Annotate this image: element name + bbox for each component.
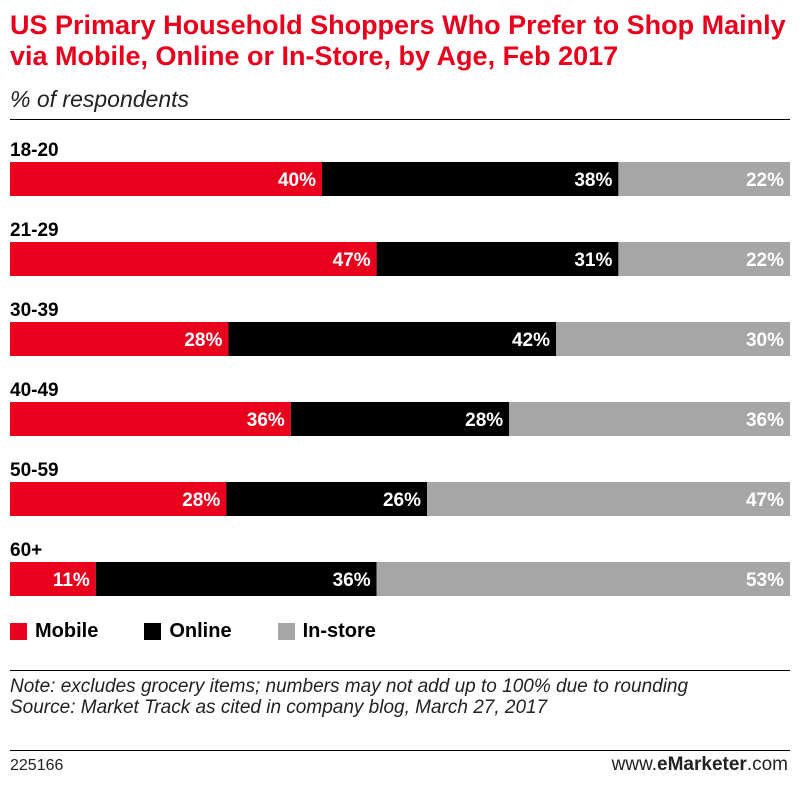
chart-title: US Primary Household Shoppers Who Prefer… xyxy=(10,10,786,71)
bottom-divider xyxy=(10,750,790,751)
value-label-mobile-1: 47% xyxy=(333,250,371,271)
category-label-1820: 18-20 xyxy=(10,140,59,161)
footnote: Note: excludes grocery items; numbers ma… xyxy=(10,676,790,718)
value-label-online-5: 36% xyxy=(333,570,371,591)
bar-mobile-2 xyxy=(10,322,229,356)
category-label-60: 60+ xyxy=(10,540,42,561)
chart-legend: Mobile Online In-store xyxy=(10,620,422,643)
bar-instore-4 xyxy=(427,482,790,516)
bar-mobile-3 xyxy=(10,402,291,436)
value-label-instore-2: 30% xyxy=(746,330,784,351)
value-label-online-4: 26% xyxy=(383,490,421,511)
chart-subtitle: % of respondents xyxy=(10,86,190,112)
stacked-bar-chart: 18-20 40% 38% 22% 21-29 47% 31% 22% 30-39 28% 42% 3… xyxy=(10,140,790,596)
value-label-mobile-3: 36% xyxy=(247,410,285,431)
brand-name: eMarketer xyxy=(657,754,747,775)
legend-label-online: Online xyxy=(169,620,232,642)
legend-swatch-online xyxy=(144,623,162,640)
top-divider xyxy=(10,119,790,120)
value-label-online-2: 42% xyxy=(512,330,550,351)
category-label-3039: 30-39 xyxy=(10,300,59,321)
bar-mobile-0 xyxy=(10,162,322,196)
legend-label-mobile: Mobile xyxy=(35,620,99,642)
bar-mobile-1 xyxy=(10,242,377,276)
value-label-instore-1: 22% xyxy=(746,250,784,271)
bar-mobile-4 xyxy=(10,482,227,516)
brand-suffix: .com xyxy=(746,754,788,775)
legend-label-instore: In-store xyxy=(302,620,376,642)
bar-online-3 xyxy=(290,402,510,436)
bar-online-2 xyxy=(228,322,556,356)
bar-instore-3 xyxy=(509,402,790,436)
bar-online-0 xyxy=(322,162,619,196)
brand-logo[interactable]: www.eMarketer.com xyxy=(612,754,788,776)
value-label-instore-5: 53% xyxy=(746,570,784,591)
value-label-online-1: 31% xyxy=(574,250,612,271)
value-label-mobile-4: 28% xyxy=(182,490,220,511)
value-label-mobile-0: 40% xyxy=(278,170,316,191)
note-text: Note: excludes grocery items; numbers ma… xyxy=(10,676,689,697)
legend-item-mobile: Mobile xyxy=(10,620,98,643)
value-label-instore-4: 47% xyxy=(746,490,784,511)
category-label-4049: 40-49 xyxy=(10,380,59,401)
bar-mobile-5 xyxy=(10,562,96,596)
legend-item-instore: In-store xyxy=(277,620,376,643)
bar-instore-5 xyxy=(376,562,790,596)
category-label-2129: 21-29 xyxy=(10,220,59,241)
legend-swatch-instore xyxy=(277,623,295,640)
chart-id: 225166 xyxy=(10,757,64,774)
brand-prefix: www. xyxy=(611,754,658,775)
legend-swatch-mobile xyxy=(10,623,27,640)
category-label-5059: 50-59 xyxy=(10,460,59,481)
source-text: Source: Market Track as cited in company… xyxy=(10,697,548,718)
value-label-online-0: 38% xyxy=(574,170,612,191)
legend-item-online: Online xyxy=(144,620,232,643)
value-label-instore-3: 36% xyxy=(746,410,784,431)
value-label-mobile-5: 11% xyxy=(53,570,90,591)
bar-online-1 xyxy=(376,242,619,276)
bar-online-5 xyxy=(95,562,377,596)
value-label-mobile-2: 28% xyxy=(184,330,222,351)
bar-instore-2 xyxy=(556,322,790,356)
bar-online-4 xyxy=(226,482,428,516)
bar-instore-1 xyxy=(618,242,790,276)
footer-divider xyxy=(10,670,790,671)
bar-instore-0 xyxy=(618,162,790,196)
value-label-online-3: 28% xyxy=(465,410,503,431)
value-label-instore-0: 22% xyxy=(746,170,784,191)
